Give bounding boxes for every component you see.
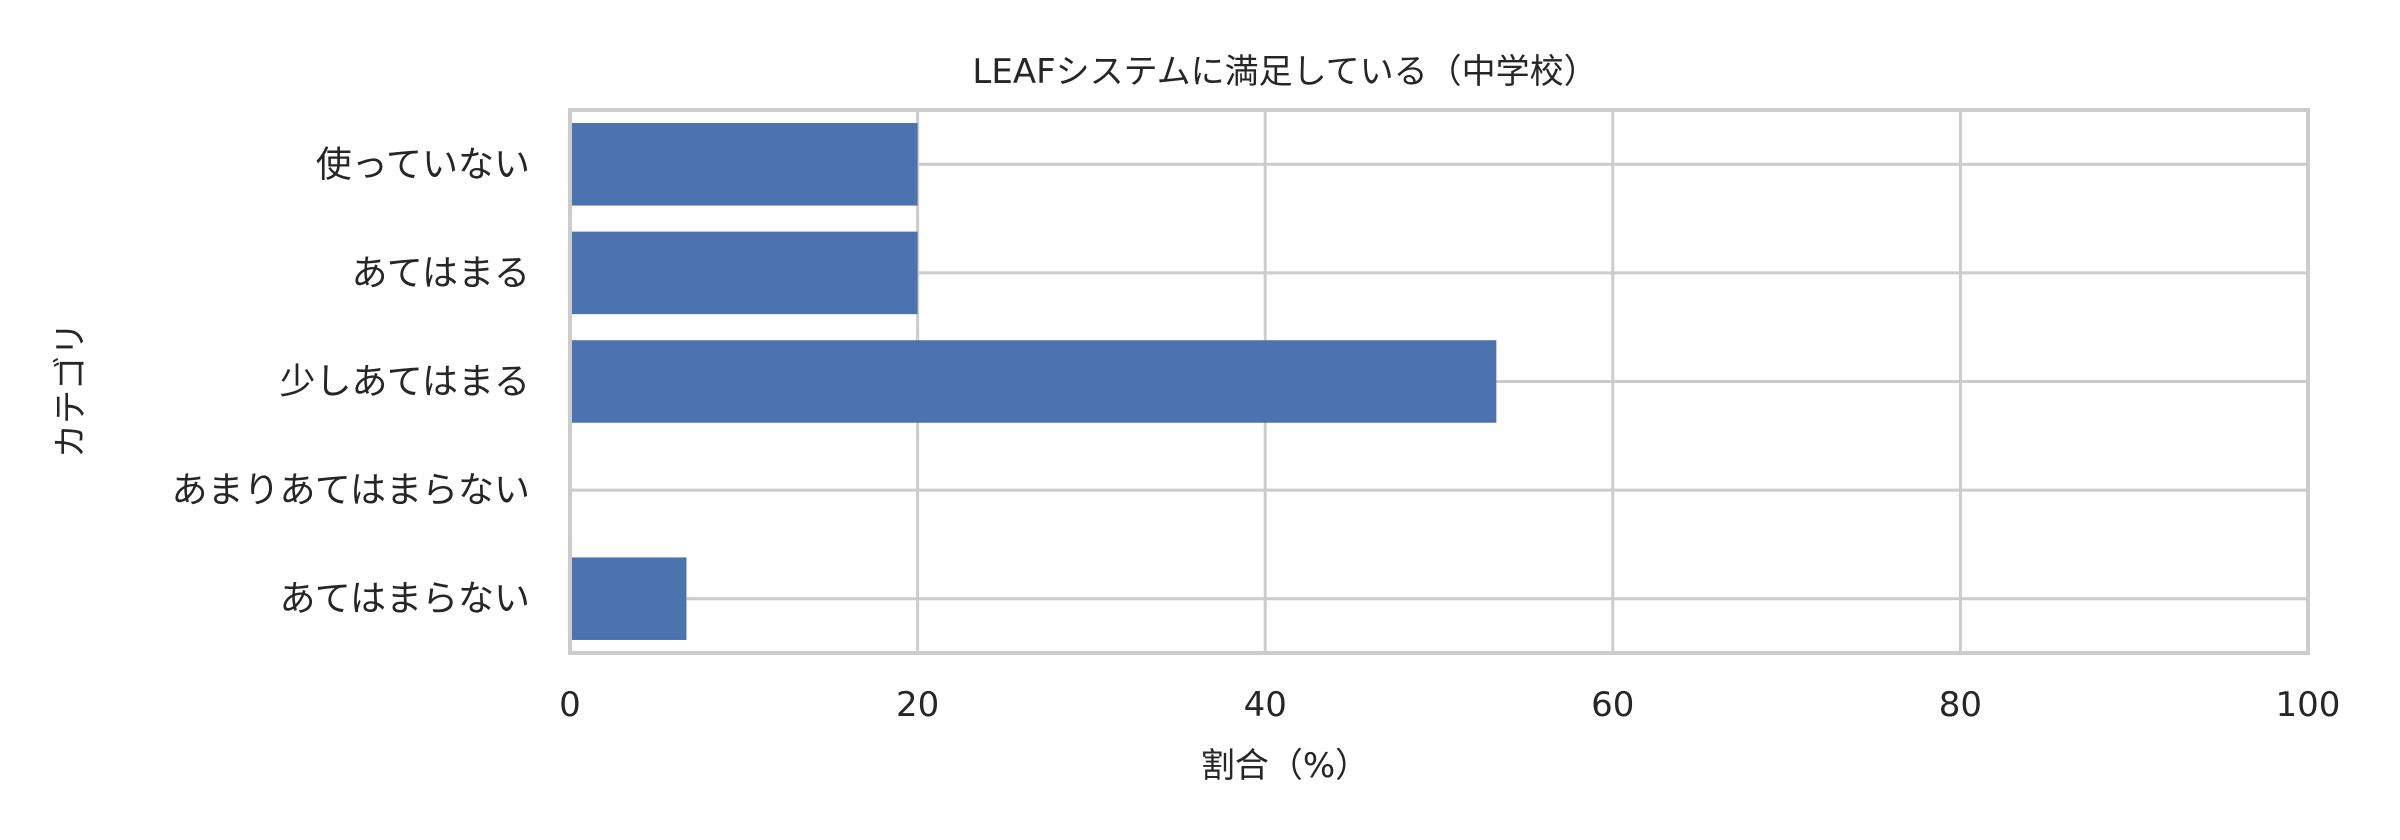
bar (570, 123, 918, 206)
plot-frame (568, 108, 2310, 655)
x-tick-label: 100 (2276, 685, 2341, 725)
bars (570, 123, 1497, 640)
x-tick-labels: 0 20 40 60 80 100 (559, 685, 2340, 725)
category-label: 少しあてはまる (279, 362, 530, 403)
bar (570, 557, 687, 640)
category-label: あてはまる (351, 253, 530, 294)
x-tick-label: 0 (559, 685, 581, 725)
y-axis-label: カテゴリ (51, 322, 91, 458)
category-label: あてはまらない (279, 579, 530, 620)
x-axis-label: 割合（%） (1201, 746, 1369, 786)
bar (570, 340, 1497, 423)
x-tick-label: 80 (1939, 685, 1982, 725)
category-label: 使っていない (316, 144, 530, 185)
bar (570, 231, 918, 315)
x-tick-label: 40 (1244, 685, 1287, 725)
category-label: あまりあてはまらない (171, 470, 530, 511)
x-tick-label: 20 (896, 685, 939, 725)
chart-title: LEAFシステムに満足している（中学校） (972, 52, 1597, 92)
x-tick-label: 60 (1591, 685, 1634, 725)
